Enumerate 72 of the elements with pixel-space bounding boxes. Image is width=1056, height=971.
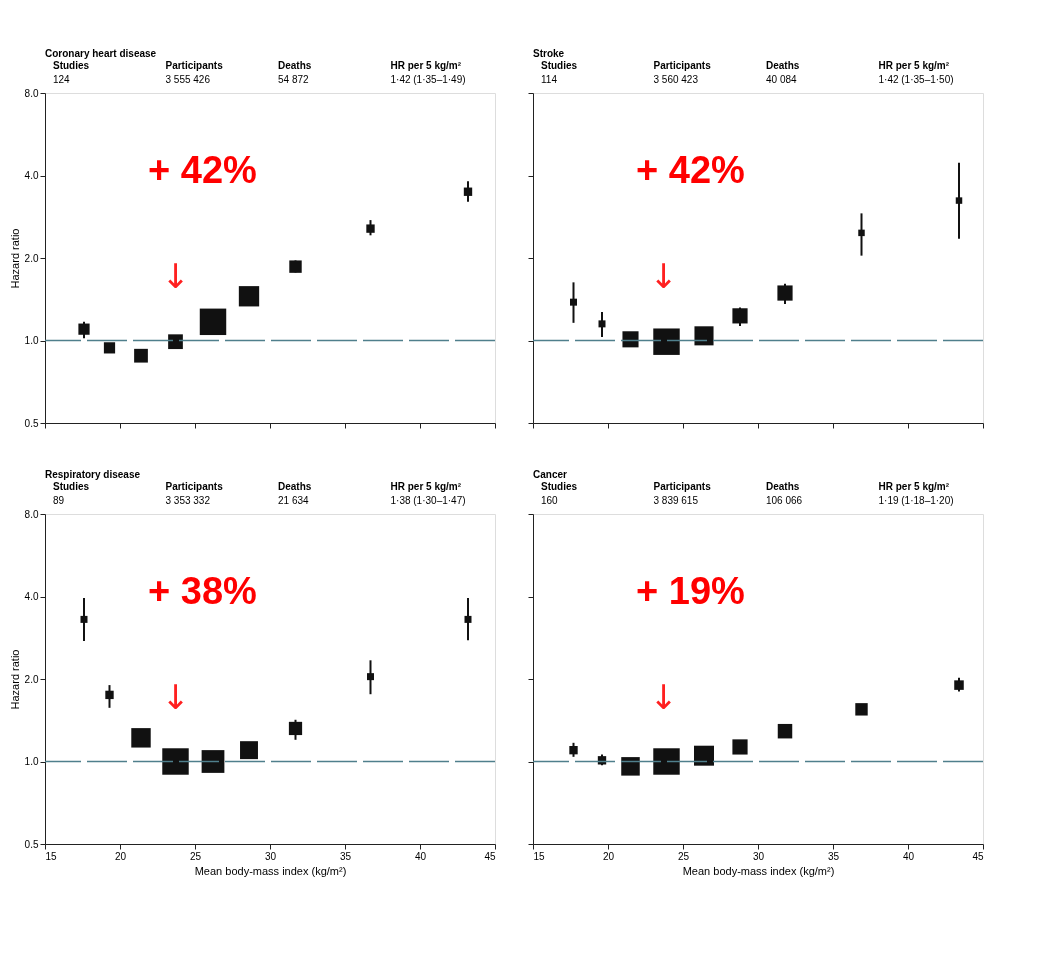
x-tick-label: 30 [752,850,765,862]
x-tick-label: 15 [45,850,58,862]
text: HR per 5 kg/m² [878,60,950,71]
text: Participants [653,60,712,71]
chart-title: Stroke [533,48,565,59]
text: Deaths [278,481,312,492]
y-tick-label: 8.0 [24,87,39,99]
annotation: + 38% [148,570,257,613]
text: Studies [53,481,90,492]
x-axis-title: Mean body-mass index (kg/m²) [194,864,347,877]
annotation: + 42% [148,149,257,192]
text: Deaths [766,60,800,71]
text: 3 839 615 [653,495,699,506]
x-tick-label: 45 [484,850,496,862]
annotation: ↓ [161,676,190,717]
text: Studies [541,60,578,71]
x-tick-label: 40 [414,850,427,862]
y-tick-label: 0.5 [24,838,39,850]
text: Studies [53,60,90,71]
annotation: ↓ [161,255,190,296]
y-axis-title: Hazard ratio [8,228,21,289]
x-tick-label: 35 [827,850,840,862]
text: 40 084 [766,74,798,85]
text: HR per 5 kg/m² [390,60,462,71]
text: 124 [53,74,71,85]
x-tick-label: 25 [189,850,202,862]
x-tick-label: 45 [972,850,984,862]
text: Deaths [766,481,800,492]
y-tick-label: 4.0 [24,591,39,602]
text: 1·38 (1·30–1·47) [390,495,466,506]
chart-title: Cancer [533,469,568,480]
y-tick-label: 2.0 [24,252,39,264]
x-tick-label: 40 [902,850,915,862]
text: 114 [541,74,558,85]
y-tick-label: 2.0 [24,673,39,685]
text: Participants [165,60,224,71]
text: Participants [653,481,712,492]
text: 3 560 423 [653,74,699,85]
annotation: + 19% [636,570,745,613]
x-axis-title: Mean body-mass index (kg/m²) [682,864,835,877]
x-tick-label: 20 [602,850,615,862]
x-tick-label: 20 [114,850,127,862]
text: Studies [541,481,578,492]
text: 3 353 332 [165,495,211,506]
y-tick-label: 1.0 [24,335,39,346]
x-tick-label: 35 [339,850,352,862]
text: 54 872 [278,74,310,85]
text: 21 634 [278,495,310,506]
text: Deaths [278,60,312,71]
x-tick-label: 30 [264,850,277,862]
text: HR per 5 kg/m² [390,481,462,492]
y-tick-label: 4.0 [24,170,39,181]
chart-title: Respiratory disease [45,469,141,480]
y-tick-label: 1.0 [24,756,39,767]
text: 106 066 [766,495,803,506]
y-tick-label: 0.5 [24,417,39,429]
chart-title: Coronary heart disease [45,48,157,59]
text: 1·42 (1·35–1·50) [878,74,954,85]
y-axis-title: Hazard ratio [8,649,21,710]
text: 89 [53,495,65,506]
text: Participants [165,481,224,492]
annotation: + 42% [636,149,745,192]
text: 1·19 (1·18–1·20) [878,495,954,506]
text: 3 555 426 [165,74,211,85]
x-tick-label: 25 [677,850,690,862]
annotation: ↓ [649,676,678,717]
x-tick-label: 15 [533,850,546,862]
text: 1·42 (1·35–1·49) [390,74,466,85]
text: HR per 5 kg/m² [878,481,950,492]
annotation: ↓ [649,255,678,296]
text: 160 [541,495,559,506]
y-tick-label: 8.0 [24,508,39,520]
